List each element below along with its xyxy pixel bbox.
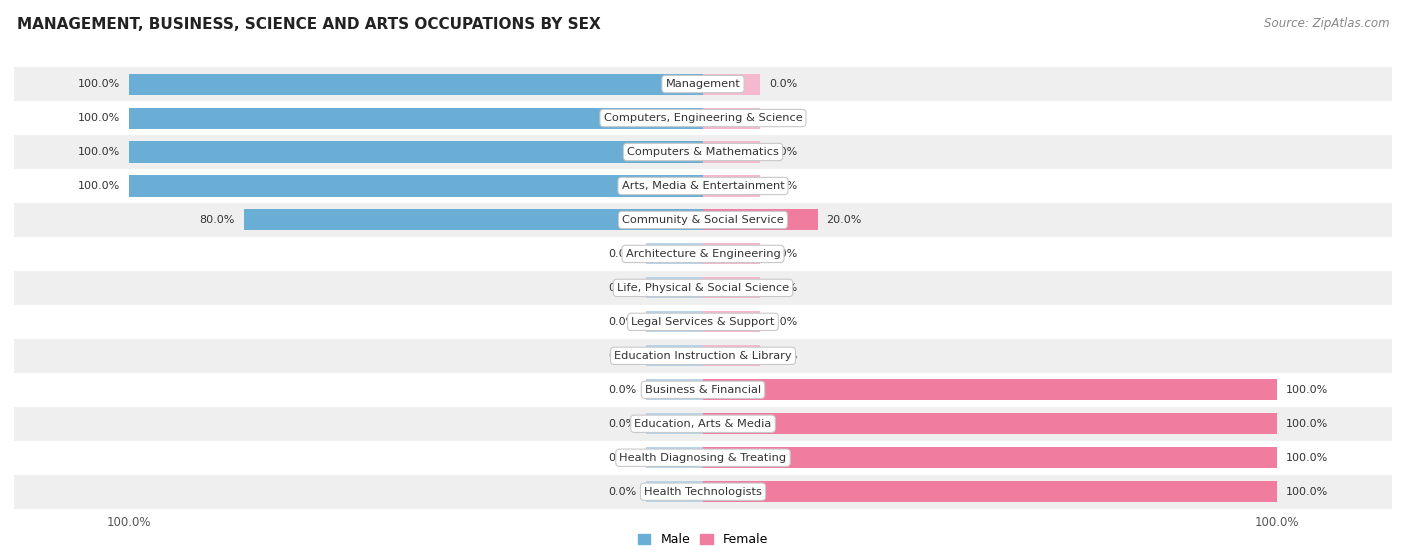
Legend: Male, Female: Male, Female [633,528,773,551]
Bar [129,141,703,163]
Bar [703,243,761,264]
Text: 100.0%: 100.0% [1285,419,1329,429]
Text: 0.0%: 0.0% [609,283,637,293]
Bar [14,203,1392,237]
Bar [703,277,761,299]
Bar [703,141,761,163]
Text: Business & Financial: Business & Financial [645,385,761,395]
Text: 0.0%: 0.0% [609,317,637,327]
Text: Architecture & Engineering: Architecture & Engineering [626,249,780,259]
Text: MANAGEMENT, BUSINESS, SCIENCE AND ARTS OCCUPATIONS BY SEX: MANAGEMENT, BUSINESS, SCIENCE AND ARTS O… [17,17,600,32]
Text: 0.0%: 0.0% [769,181,797,191]
Bar [703,345,761,366]
Bar [14,475,1392,509]
Text: 0.0%: 0.0% [769,147,797,157]
Text: 80.0%: 80.0% [200,215,235,225]
Text: 0.0%: 0.0% [609,487,637,497]
Text: Life, Physical & Social Science: Life, Physical & Social Science [617,283,789,293]
Text: Legal Services & Support: Legal Services & Support [631,317,775,327]
Bar [14,373,1392,407]
Text: Computers & Mathematics: Computers & Mathematics [627,147,779,157]
Text: Education, Arts & Media: Education, Arts & Media [634,419,772,429]
Bar [645,413,703,434]
Bar [14,305,1392,339]
Bar [645,379,703,400]
Bar [645,277,703,299]
Text: 100.0%: 100.0% [1285,487,1329,497]
Text: 0.0%: 0.0% [769,351,797,361]
Text: 100.0%: 100.0% [77,113,121,123]
Bar [129,107,703,129]
Bar [645,243,703,264]
Bar [703,74,761,94]
Text: 0.0%: 0.0% [769,283,797,293]
Text: Health Diagnosing & Treating: Health Diagnosing & Treating [620,453,786,463]
Text: 20.0%: 20.0% [827,215,862,225]
Bar [645,345,703,366]
Text: 100.0%: 100.0% [77,147,121,157]
Bar [645,447,703,468]
Text: 0.0%: 0.0% [609,419,637,429]
Text: 0.0%: 0.0% [609,453,637,463]
Bar [14,339,1392,373]
Text: Health Technologists: Health Technologists [644,487,762,497]
Bar [14,67,1392,101]
Text: Source: ZipAtlas.com: Source: ZipAtlas.com [1264,17,1389,30]
Bar [703,447,1277,468]
Text: 0.0%: 0.0% [609,249,637,259]
Text: 0.0%: 0.0% [769,249,797,259]
Text: 0.0%: 0.0% [769,317,797,327]
Bar [14,440,1392,475]
Text: 100.0%: 100.0% [1285,385,1329,395]
Text: Arts, Media & Entertainment: Arts, Media & Entertainment [621,181,785,191]
Text: 100.0%: 100.0% [1285,453,1329,463]
Bar [703,481,1277,502]
Bar [703,379,1277,400]
Bar [703,311,761,333]
Bar [14,135,1392,169]
Bar [703,176,761,197]
Bar [703,413,1277,434]
Text: Community & Social Service: Community & Social Service [621,215,785,225]
Text: Management: Management [665,79,741,89]
Bar [14,101,1392,135]
Bar [14,169,1392,203]
Text: 100.0%: 100.0% [77,79,121,89]
Bar [129,74,703,94]
Bar [645,311,703,333]
Bar [703,107,761,129]
Text: 0.0%: 0.0% [609,351,637,361]
Bar [703,210,818,230]
Text: 0.0%: 0.0% [769,113,797,123]
Bar [14,407,1392,440]
Text: 0.0%: 0.0% [769,79,797,89]
Text: Computers, Engineering & Science: Computers, Engineering & Science [603,113,803,123]
Bar [14,237,1392,271]
Bar [645,481,703,502]
Text: Education Instruction & Library: Education Instruction & Library [614,351,792,361]
Bar [129,176,703,197]
Text: 0.0%: 0.0% [609,385,637,395]
Text: 100.0%: 100.0% [77,181,121,191]
Bar [14,271,1392,305]
Bar [243,210,703,230]
